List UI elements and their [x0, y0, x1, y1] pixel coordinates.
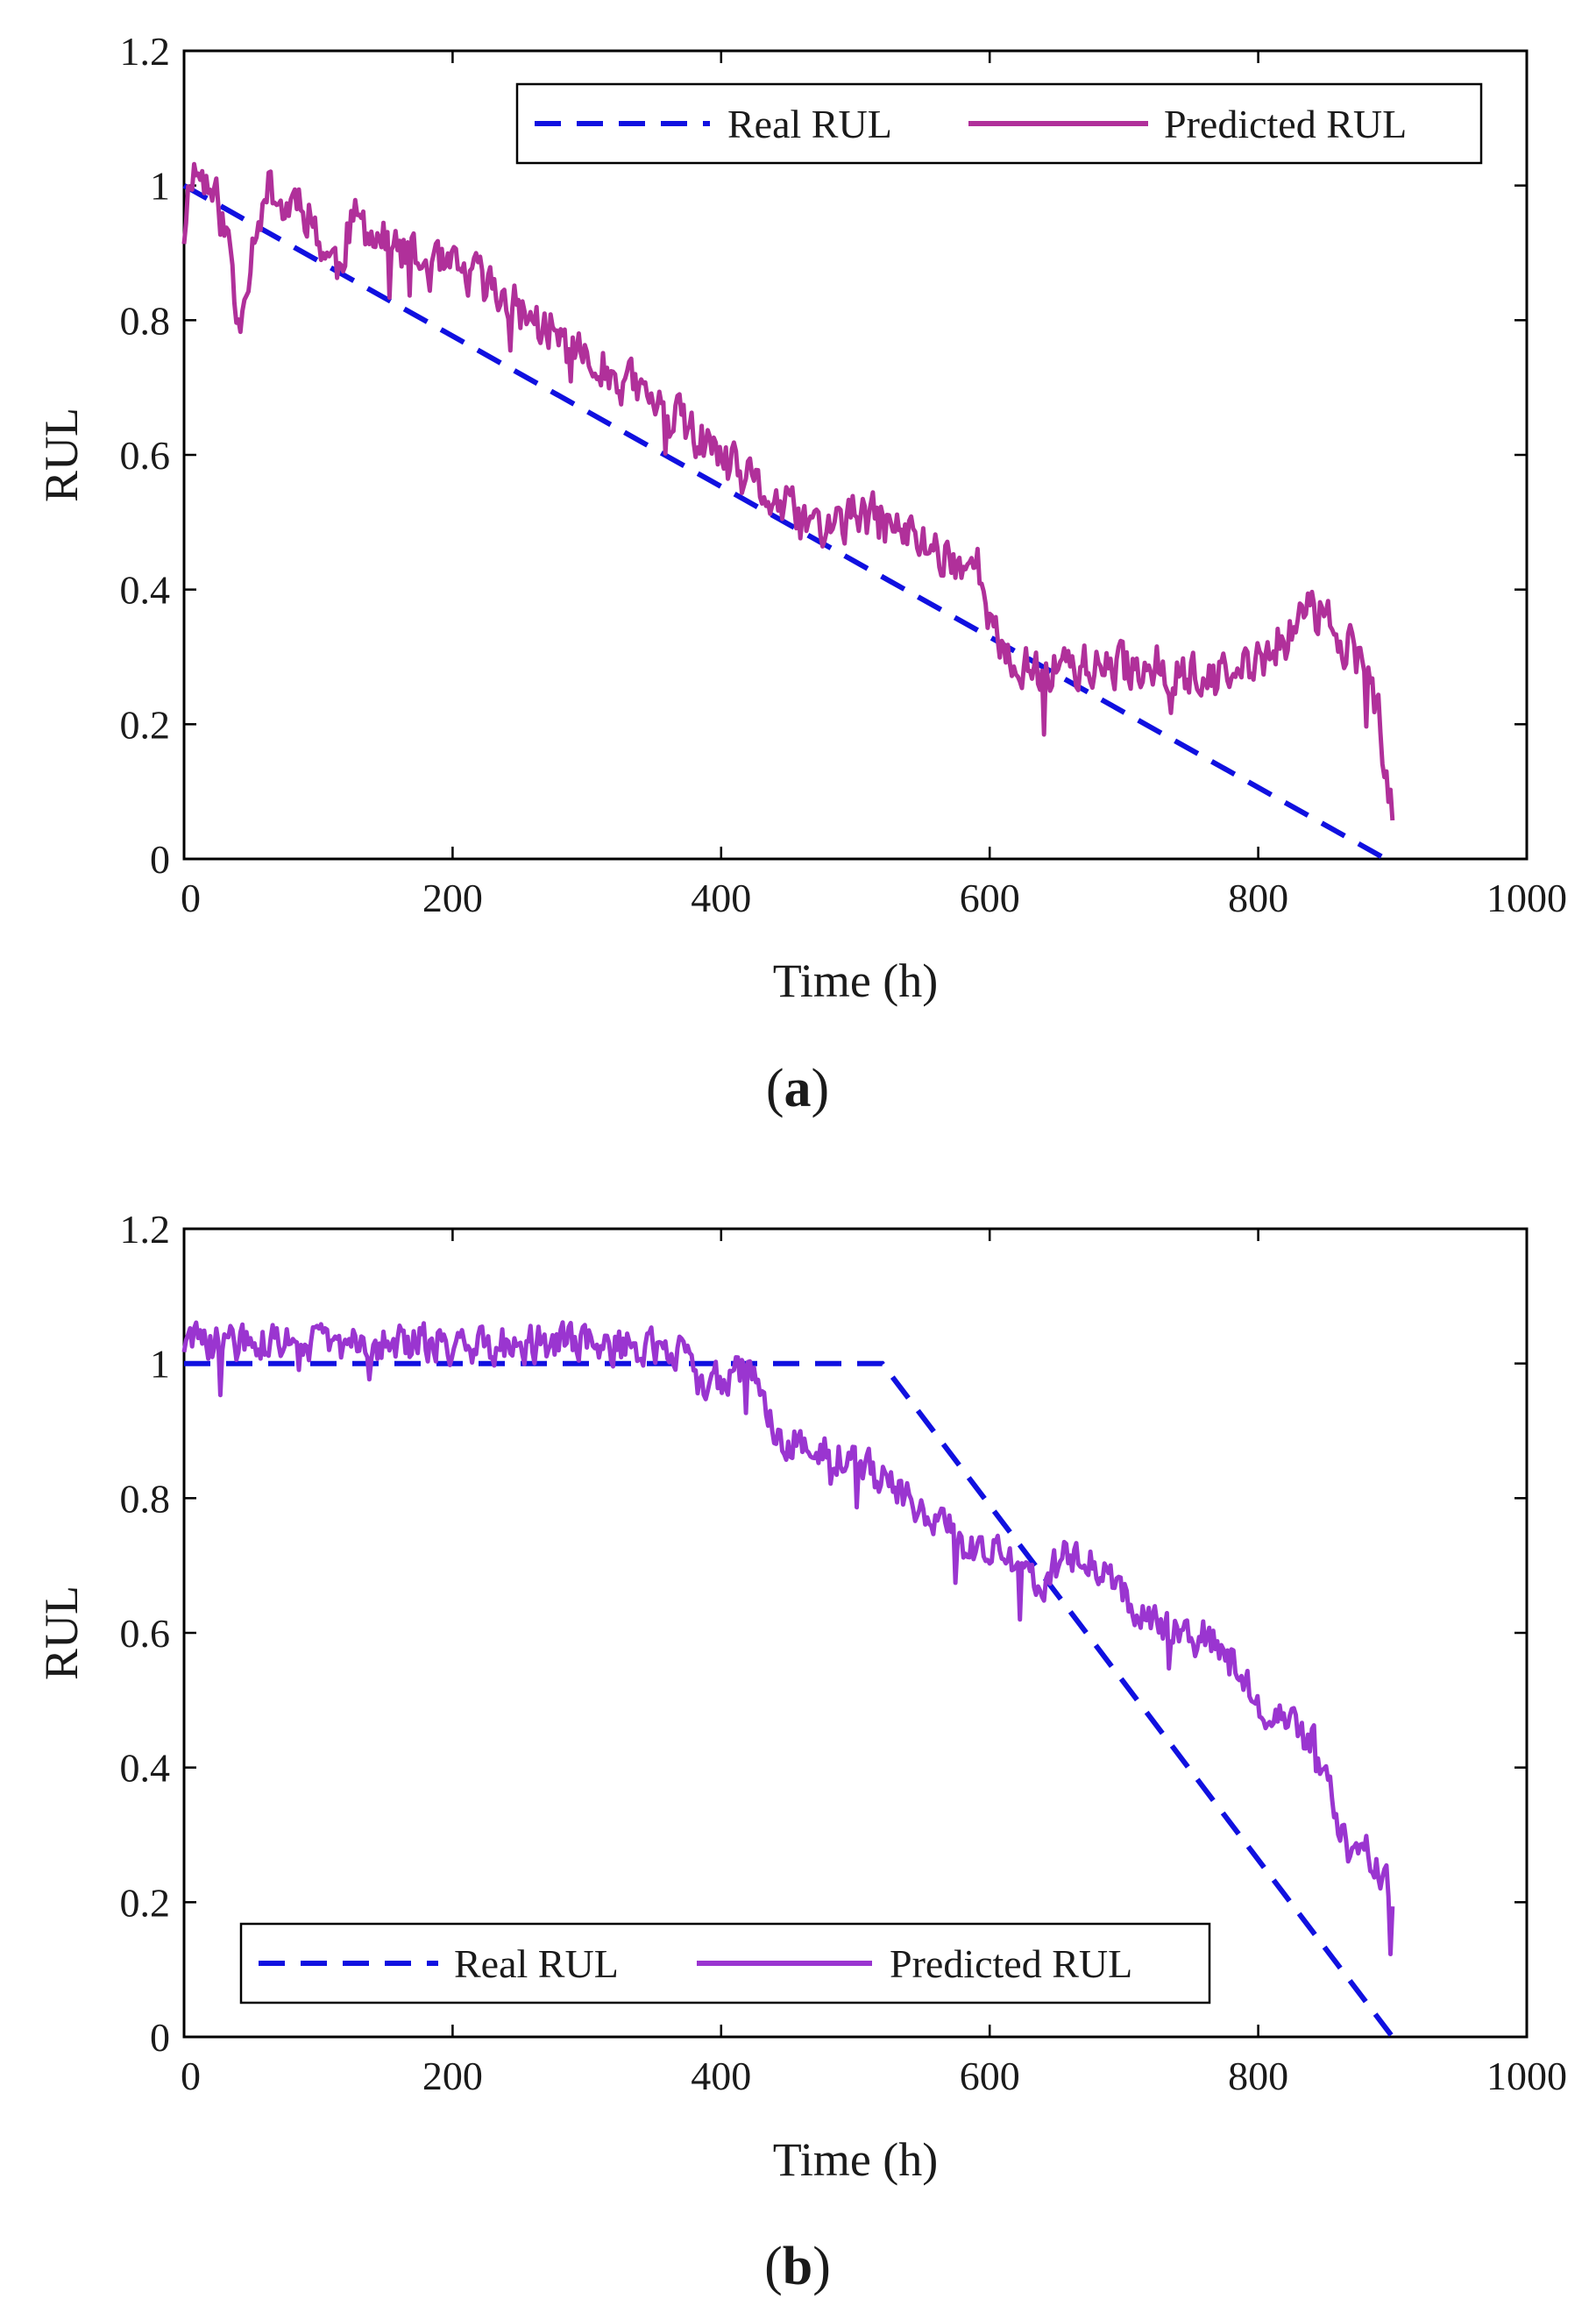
chart-panel-a: 0 0.2 0.4 0.6 0.8 1 1.2 0 200 400 600 800 1000 Real…	[35, 29, 1567, 1118]
x-tick-label-a: 600	[960, 876, 1020, 920]
y-axis-label-a: RUL	[35, 408, 88, 502]
y-tick-label-b: 0.6	[120, 1611, 171, 1656]
x-tick-label-a: 0	[181, 876, 201, 920]
y-tick-label-a: 1	[150, 164, 170, 209]
y-tick-label-a: 0.4	[120, 568, 171, 613]
y-tick-label-b: 0.8	[120, 1476, 171, 1521]
y-tick-label-b: 1	[150, 1342, 170, 1387]
y-tick-label-a: 0	[150, 837, 170, 882]
x-tick-label-b: 200	[422, 2054, 483, 2098]
caption-b: (b)	[764, 2237, 831, 2296]
y-tick-label-b: 0.2	[120, 1880, 171, 1925]
series-line-predicted-b	[181, 1320, 1395, 1956]
series-real-a	[182, 183, 1387, 862]
caption-a: (a)	[766, 1059, 829, 1118]
series-predicted-b	[181, 1320, 1395, 1956]
x-tick-label-a: 800	[1228, 876, 1288, 920]
y-tick-label-a: 0.2	[120, 702, 171, 747]
series-line-predicted-a	[181, 161, 1395, 821]
legend-label-real-a: Real RUL	[727, 102, 892, 146]
x-tick-label-b: 400	[691, 2054, 751, 2098]
x-tick-label-a: 400	[691, 876, 751, 920]
y-tick-label-b: 1.2	[120, 1207, 171, 1252]
x-tick-label-b: 1000	[1486, 2054, 1567, 2098]
legend-label-real-b: Real RUL	[454, 1941, 619, 1986]
x-ticks-a: 0 200 400 600 800 1000	[181, 51, 1567, 920]
x-tick-label-b: 0	[181, 2054, 201, 2098]
series-line-real-a	[182, 183, 1387, 862]
x-tick-label-a: 1000	[1486, 876, 1567, 920]
x-tick-label-b: 800	[1228, 2054, 1288, 2098]
x-axis-label-a: Time (h)	[773, 954, 939, 1007]
y-ticks-a: 0 0.2 0.4 0.6 0.8 1 1.2	[120, 29, 1527, 882]
series-real-b	[184, 1360, 1395, 2039]
y-tick-label-b: 0.4	[120, 1746, 171, 1791]
x-tick-label-a: 200	[422, 876, 483, 920]
legend-label-predicted-b: Predicted RUL	[890, 1941, 1132, 1986]
y-tick-label-b: 0	[150, 2015, 170, 2060]
y-tick-label-a: 0.8	[120, 298, 171, 343]
x-tick-label-b: 600	[960, 2054, 1020, 2098]
legend-a: Real RUL Predicted RUL	[515, 82, 1483, 165]
series-predicted-a	[181, 161, 1395, 821]
plot-frame-b	[182, 1227, 1529, 2039]
legend-label-predicted-a: Predicted RUL	[1164, 102, 1407, 146]
series-line-real-b	[184, 1360, 1395, 2039]
y-tick-label-a: 0.6	[120, 433, 171, 478]
y-axis-label-b: RUL	[35, 1586, 88, 1680]
x-ticks-b: 0 200 400 600 800 1000	[181, 1229, 1567, 2098]
chart-panel-b: 0 0.2 0.4 0.6 0.8 1 1.2 0 200 400 600 800 1000 Real…	[35, 1207, 1567, 2296]
plot-frame-a	[182, 49, 1529, 861]
legend-b: Real RUL Predicted RUL	[239, 1922, 1211, 2004]
x-axis-label-b: Time (h)	[773, 2133, 939, 2186]
y-tick-label-a: 1.2	[120, 29, 171, 74]
